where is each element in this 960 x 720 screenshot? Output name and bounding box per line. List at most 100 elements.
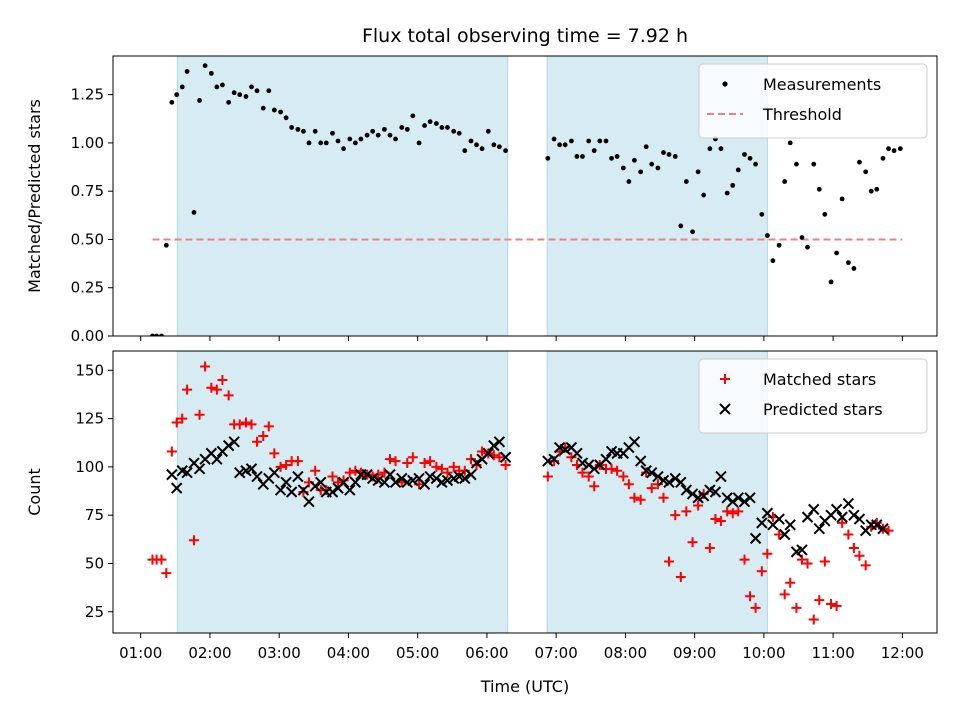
matched-point <box>310 465 321 476</box>
measurement-point <box>776 242 782 248</box>
measurement-point <box>301 128 306 134</box>
predicted-point <box>349 476 362 489</box>
measurement-point <box>632 157 637 163</box>
predicted-point <box>488 439 500 452</box>
predicted-point <box>407 474 419 487</box>
predicted-point <box>292 470 304 483</box>
predicted-point <box>778 528 791 541</box>
measurement-point <box>169 99 175 105</box>
matched-point <box>577 467 588 478</box>
matched-point <box>177 413 188 424</box>
matched-point <box>791 602 802 613</box>
measurement-point <box>880 155 886 161</box>
measurement-point <box>695 169 701 175</box>
predicted-point <box>170 482 183 494</box>
measurement-point <box>226 99 232 105</box>
predicted-point <box>877 522 889 535</box>
measurement-point <box>231 90 237 96</box>
predicted-point <box>361 468 373 481</box>
measurement-point <box>759 211 765 217</box>
predicted-point <box>344 484 356 496</box>
matched-point <box>774 529 785 540</box>
measurement-point <box>678 223 684 229</box>
predicted-point <box>441 474 454 487</box>
predicted-point <box>268 466 281 479</box>
matched-point <box>612 465 623 476</box>
predicted-point <box>303 495 315 508</box>
matched-point <box>646 483 657 494</box>
matched-point <box>275 461 286 472</box>
matched-point <box>402 458 413 469</box>
measurement-point <box>439 125 445 130</box>
measurement-point <box>382 126 387 132</box>
matched-point <box>431 461 442 472</box>
measurement-point <box>753 161 758 167</box>
measurement-point <box>839 196 845 202</box>
legend-box <box>698 63 928 139</box>
predicted-point <box>652 470 664 483</box>
matched-point <box>629 492 640 503</box>
x-tick-label: 01:00 <box>119 644 162 662</box>
measurement-point <box>427 119 433 125</box>
legend-label: Predicted stars <box>763 400 883 419</box>
measurement-point <box>330 130 335 136</box>
predicted-point <box>871 519 883 531</box>
measurement-point <box>586 138 592 144</box>
measurement-point <box>690 229 695 235</box>
matched-point <box>465 454 476 465</box>
measurement-point <box>643 144 649 150</box>
measurement-point <box>184 69 190 74</box>
measurement-point <box>159 333 164 336</box>
predicted-point <box>744 492 756 504</box>
measurement-point <box>747 155 753 161</box>
measurement-point <box>243 94 249 99</box>
measurement-point <box>603 138 609 144</box>
measurement-point <box>306 140 312 146</box>
predicted-point <box>548 453 560 465</box>
y-tick-label: 0.75 <box>71 182 104 200</box>
y-tick-label: 75 <box>85 506 104 524</box>
legend-label: Matched stars <box>763 370 876 389</box>
measurement-point <box>260 105 266 111</box>
predicted-point <box>848 509 860 521</box>
top-panel: 0.00 0.25 0.50 0.75 1.00 1.25 Matched/Predicte… <box>25 55 938 345</box>
x-tick-label: 07:00 <box>535 644 578 662</box>
matched-point <box>733 506 744 517</box>
measurement-point <box>271 107 277 113</box>
x-tick-label: 09:00 <box>673 644 716 662</box>
matched-point <box>344 467 355 478</box>
matched-point <box>269 448 280 459</box>
measurement-point <box>266 88 272 94</box>
predicted-point <box>738 495 751 508</box>
matched-point <box>292 456 303 467</box>
measurement-point <box>742 152 747 157</box>
measurement-point <box>672 154 678 159</box>
predicted-point <box>274 484 287 496</box>
measurement-point <box>214 84 220 90</box>
measurement-point <box>433 121 439 126</box>
measurement-point <box>163 242 169 248</box>
measurement-point <box>341 146 346 152</box>
predicted-point <box>559 443 571 456</box>
measurement-point <box>451 128 457 134</box>
matched-point <box>814 595 825 606</box>
axes-frame <box>112 55 938 337</box>
matched-point <box>687 537 698 548</box>
predicted-point <box>680 484 693 496</box>
measurement-point <box>491 142 497 148</box>
matched-point <box>240 417 251 428</box>
y-tick-label: 25 <box>85 603 104 621</box>
measurement-point <box>701 192 707 198</box>
matched-point <box>623 479 634 490</box>
measurement-point <box>174 92 180 98</box>
matched-point <box>156 554 167 565</box>
predicted-point <box>499 451 512 463</box>
measurement-point <box>387 132 393 138</box>
matched-point <box>281 459 292 470</box>
matched-point <box>860 560 871 571</box>
measurement-point <box>289 125 295 130</box>
predicted-point <box>378 476 391 489</box>
measurement-point <box>638 169 644 175</box>
predicted-point <box>600 453 612 465</box>
legend-label: Measurements <box>763 75 881 94</box>
